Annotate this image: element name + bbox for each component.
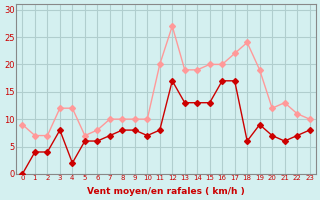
X-axis label: Vent moyen/en rafales ( km/h ): Vent moyen/en rafales ( km/h ): [87, 187, 245, 196]
